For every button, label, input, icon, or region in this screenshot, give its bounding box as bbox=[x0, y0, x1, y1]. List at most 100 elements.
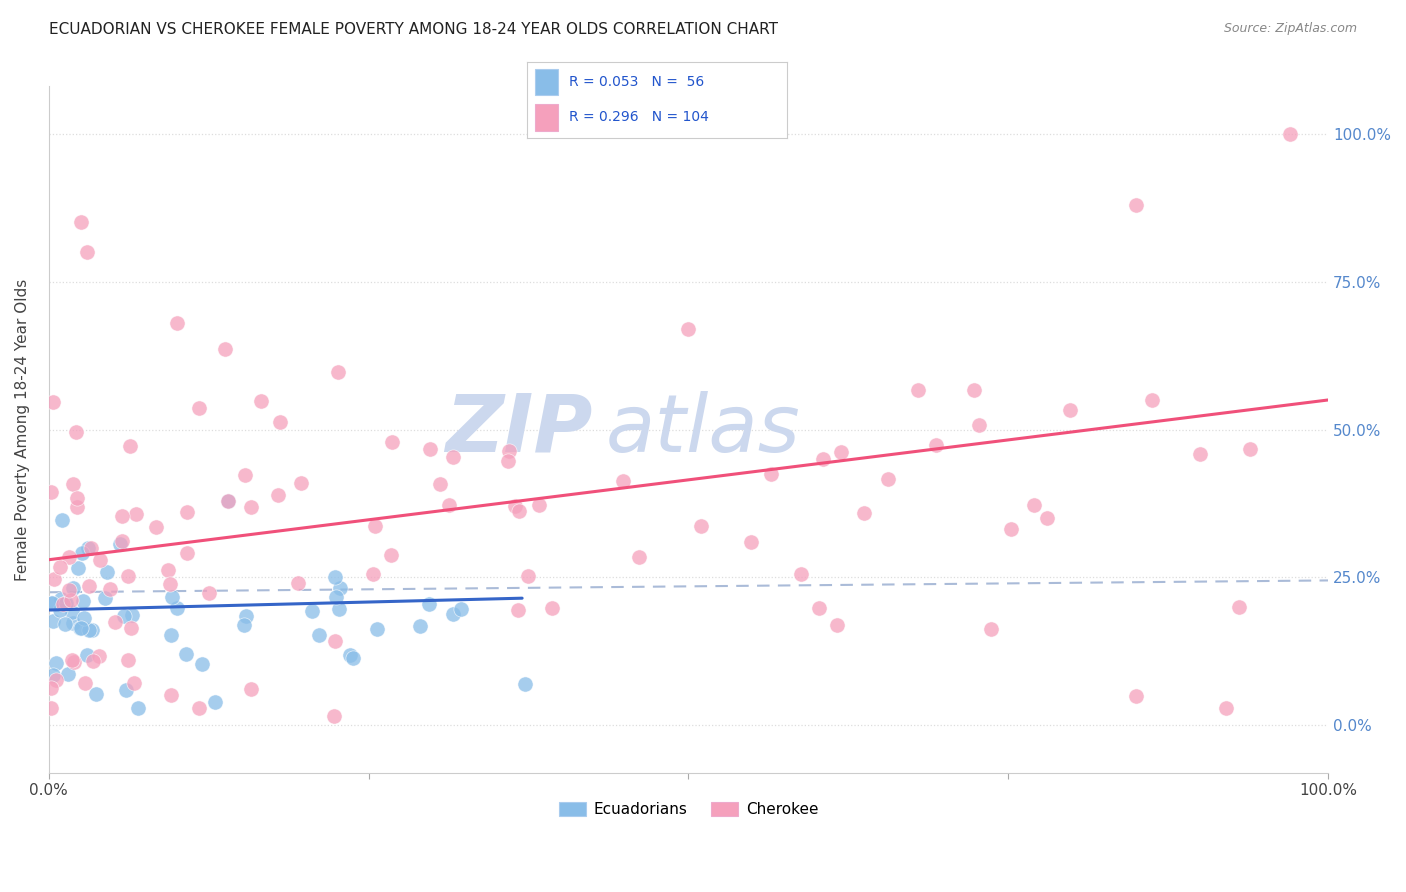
Point bbox=[65, 425, 87, 439]
Point bbox=[62, 616, 84, 631]
Point bbox=[118, 439, 141, 453]
Point bbox=[69, 621, 91, 635]
Point bbox=[963, 384, 986, 398]
Point bbox=[77, 541, 100, 556]
Point bbox=[191, 657, 214, 671]
Point bbox=[76, 245, 98, 260]
Point bbox=[39, 701, 62, 715]
Point bbox=[1035, 511, 1057, 525]
Point bbox=[217, 493, 239, 508]
Point bbox=[441, 607, 464, 621]
Point bbox=[1189, 447, 1212, 461]
Point bbox=[1278, 127, 1301, 141]
Text: R = 0.296   N = 104: R = 0.296 N = 104 bbox=[569, 111, 709, 124]
Point bbox=[159, 688, 181, 702]
Point bbox=[53, 598, 76, 612]
Point bbox=[49, 591, 72, 606]
Point bbox=[381, 434, 404, 449]
Point bbox=[56, 667, 79, 681]
Point bbox=[366, 622, 388, 636]
Point bbox=[811, 452, 834, 467]
Point bbox=[108, 537, 131, 551]
Point bbox=[58, 549, 80, 564]
Point bbox=[51, 513, 73, 527]
Point bbox=[540, 600, 562, 615]
Text: R = 0.053   N =  56: R = 0.053 N = 56 bbox=[569, 75, 704, 89]
Point bbox=[325, 634, 347, 648]
Point bbox=[117, 568, 139, 582]
Point bbox=[790, 567, 813, 582]
Point bbox=[60, 593, 83, 607]
Point bbox=[66, 491, 89, 505]
Point bbox=[157, 563, 180, 577]
Point bbox=[853, 506, 876, 520]
Point bbox=[508, 504, 530, 518]
Point bbox=[325, 591, 347, 605]
Point bbox=[70, 546, 93, 560]
Point bbox=[450, 602, 472, 616]
Legend: Ecuadorians, Cherokee: Ecuadorians, Cherokee bbox=[553, 797, 824, 823]
Point bbox=[111, 508, 134, 523]
Point bbox=[363, 518, 385, 533]
Point bbox=[84, 687, 107, 701]
Point bbox=[418, 597, 440, 611]
Point bbox=[967, 418, 990, 433]
Point bbox=[1024, 498, 1046, 512]
Point bbox=[176, 546, 198, 560]
Point bbox=[628, 550, 651, 565]
Point bbox=[76, 648, 98, 662]
Point bbox=[41, 614, 63, 628]
Point bbox=[159, 577, 181, 591]
Point bbox=[1125, 689, 1147, 703]
Point bbox=[1239, 442, 1261, 456]
Point bbox=[42, 395, 65, 409]
Point bbox=[214, 342, 236, 356]
Point bbox=[39, 485, 62, 500]
Point bbox=[322, 709, 344, 723]
Point bbox=[98, 582, 121, 596]
Point bbox=[250, 393, 273, 408]
Point bbox=[498, 454, 520, 468]
Point bbox=[761, 467, 783, 481]
Point bbox=[160, 590, 183, 604]
Point bbox=[67, 560, 90, 574]
Point bbox=[82, 655, 104, 669]
Point bbox=[58, 583, 80, 598]
Point bbox=[112, 609, 135, 624]
Point bbox=[678, 322, 700, 336]
Point bbox=[290, 476, 312, 491]
Point bbox=[1140, 392, 1163, 407]
Point bbox=[339, 648, 361, 662]
Point bbox=[49, 603, 72, 617]
Y-axis label: Female Poverty Among 18-24 Year Olds: Female Poverty Among 18-24 Year Olds bbox=[15, 278, 30, 581]
Point bbox=[188, 401, 211, 416]
Point bbox=[689, 518, 711, 533]
Point bbox=[877, 472, 900, 486]
Point bbox=[925, 438, 948, 452]
Point bbox=[89, 553, 111, 567]
Point bbox=[49, 560, 72, 574]
Point bbox=[240, 500, 263, 514]
Point bbox=[127, 700, 149, 714]
Point bbox=[166, 316, 188, 330]
Point bbox=[82, 623, 104, 637]
Point bbox=[62, 653, 84, 667]
Point bbox=[301, 604, 323, 618]
Point bbox=[44, 572, 66, 586]
Point bbox=[60, 605, 83, 619]
Point bbox=[145, 519, 167, 533]
Point bbox=[204, 695, 226, 709]
Point bbox=[503, 500, 526, 514]
Point bbox=[326, 365, 349, 379]
Point bbox=[104, 615, 127, 629]
Point bbox=[267, 488, 290, 502]
Point bbox=[39, 681, 62, 695]
Point bbox=[125, 507, 148, 521]
Point bbox=[52, 597, 75, 611]
Text: Source: ZipAtlas.com: Source: ZipAtlas.com bbox=[1223, 22, 1357, 36]
Point bbox=[45, 673, 67, 687]
Point bbox=[907, 383, 929, 397]
Point bbox=[363, 567, 385, 582]
Point bbox=[380, 548, 402, 562]
Point bbox=[980, 622, 1002, 636]
